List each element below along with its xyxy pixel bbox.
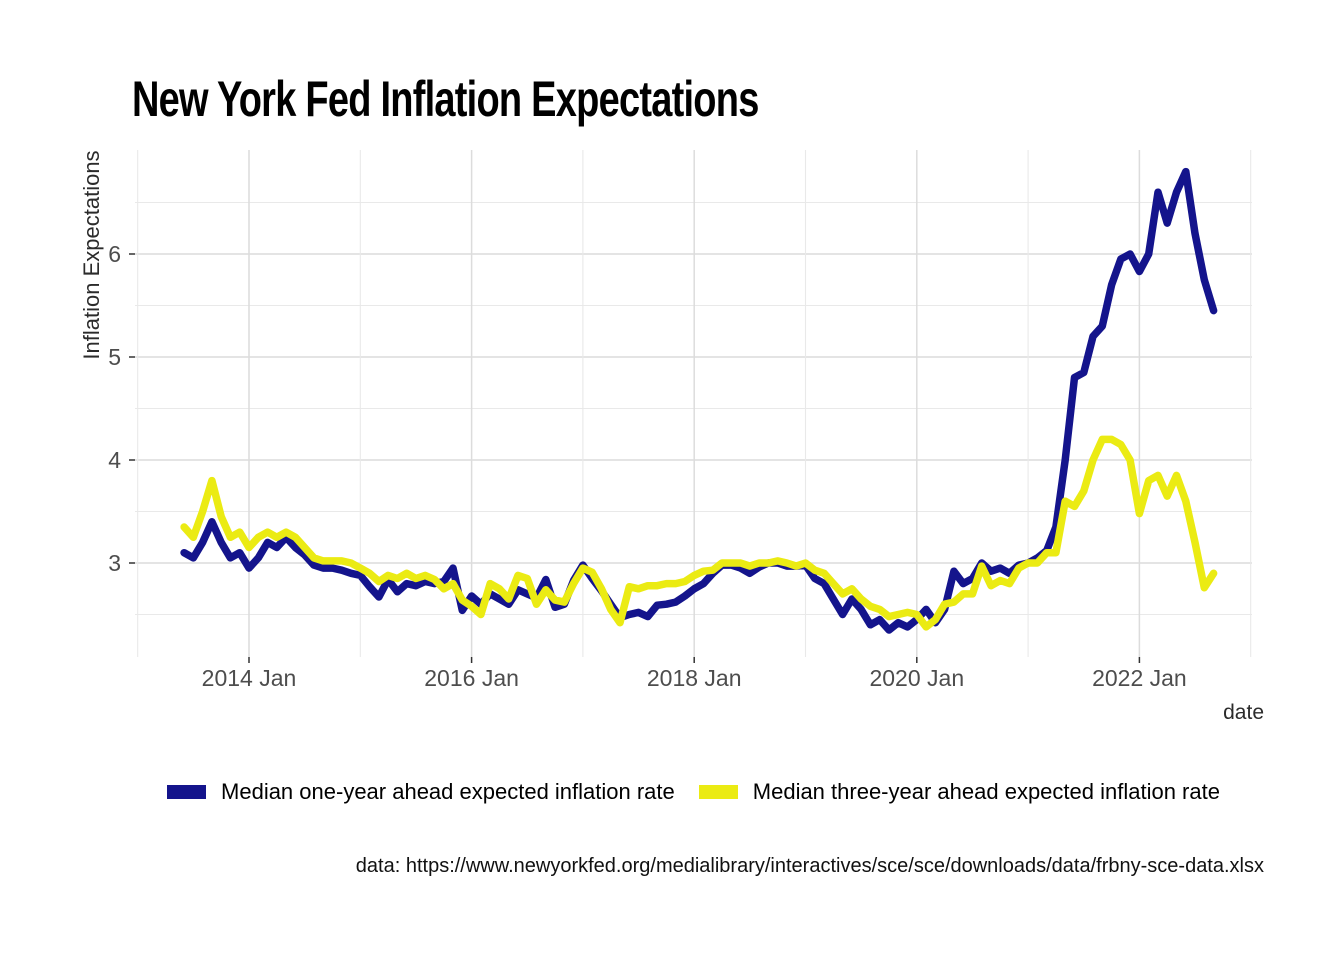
legend-label-one-year: Median one-year ahead expected inflation… [221,779,675,804]
y-tick-label: 3 [108,550,121,576]
y-tick-label: 4 [108,447,121,473]
legend: Median one-year ahead expected inflation… [135,779,1252,805]
three-year-color-swatch [698,785,738,799]
y-tick-label: 5 [108,344,121,370]
x-tick-label: 2014 Jan [202,665,297,691]
series-line-three-year [180,435,1218,631]
chart-title: New York Fed Inflation Expectations [132,71,759,127]
one-year-color-swatch [167,785,207,799]
legend-item-three-year: Median three-year ahead expected inflati… [698,779,1220,805]
x-tick-label: 2020 Jan [869,665,964,691]
x-tick-label: 2016 Jan [424,665,519,691]
x-tick-label: 2022 Jan [1092,665,1187,691]
x-tick-label: 2018 Jan [647,665,742,691]
source-caption: data: https://www.newyorkfed.org/mediali… [355,855,1264,877]
legend-item-one-year: Median one-year ahead expected inflation… [167,779,675,805]
legend-label-three-year: Median three-year ahead expected inflati… [752,779,1220,804]
y-tick-label: 6 [108,241,121,267]
x-axis-title: date [1223,701,1264,724]
